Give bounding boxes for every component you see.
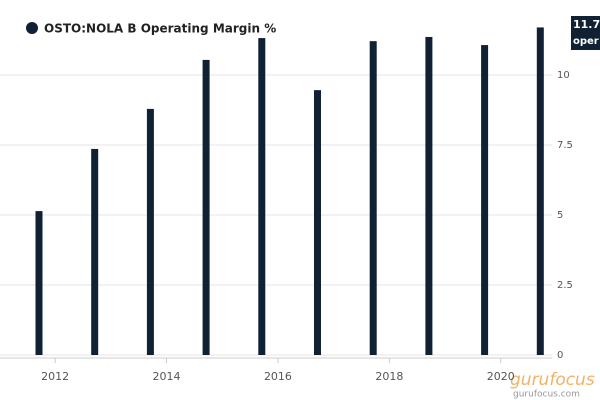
x-tick-label: 2014	[153, 370, 181, 383]
bar	[202, 59, 210, 356]
last-value-note: oper	[573, 36, 599, 47]
y-tick-label: 7.5	[557, 140, 573, 151]
bar	[425, 36, 433, 355]
x-tick-label: 2016	[264, 370, 292, 383]
x-tick-label: 2018	[375, 370, 403, 383]
bar	[146, 108, 154, 355]
bar	[369, 41, 377, 355]
bar	[91, 148, 99, 355]
y-tick-label: 2.5	[557, 280, 573, 291]
y-tick-label: 10	[557, 70, 570, 81]
last-value-box	[571, 16, 600, 50]
legend-label: OSTO:NOLA B Operating Margin %	[44, 22, 276, 36]
bar	[258, 38, 266, 355]
bar	[313, 90, 321, 355]
watermark-sub: gurufocus.com	[513, 390, 580, 400]
watermark: gurufocus	[510, 370, 595, 390]
bar	[35, 211, 43, 355]
x-tick-label: 2020	[487, 370, 515, 383]
y-tick-label: 0	[557, 350, 563, 361]
x-tick-label: 2012	[41, 370, 69, 383]
last-value-label: 11.7	[573, 18, 600, 31]
bar	[481, 45, 489, 355]
bar	[536, 27, 544, 355]
y-tick-label: 5	[557, 210, 563, 221]
legend-marker	[26, 22, 38, 34]
